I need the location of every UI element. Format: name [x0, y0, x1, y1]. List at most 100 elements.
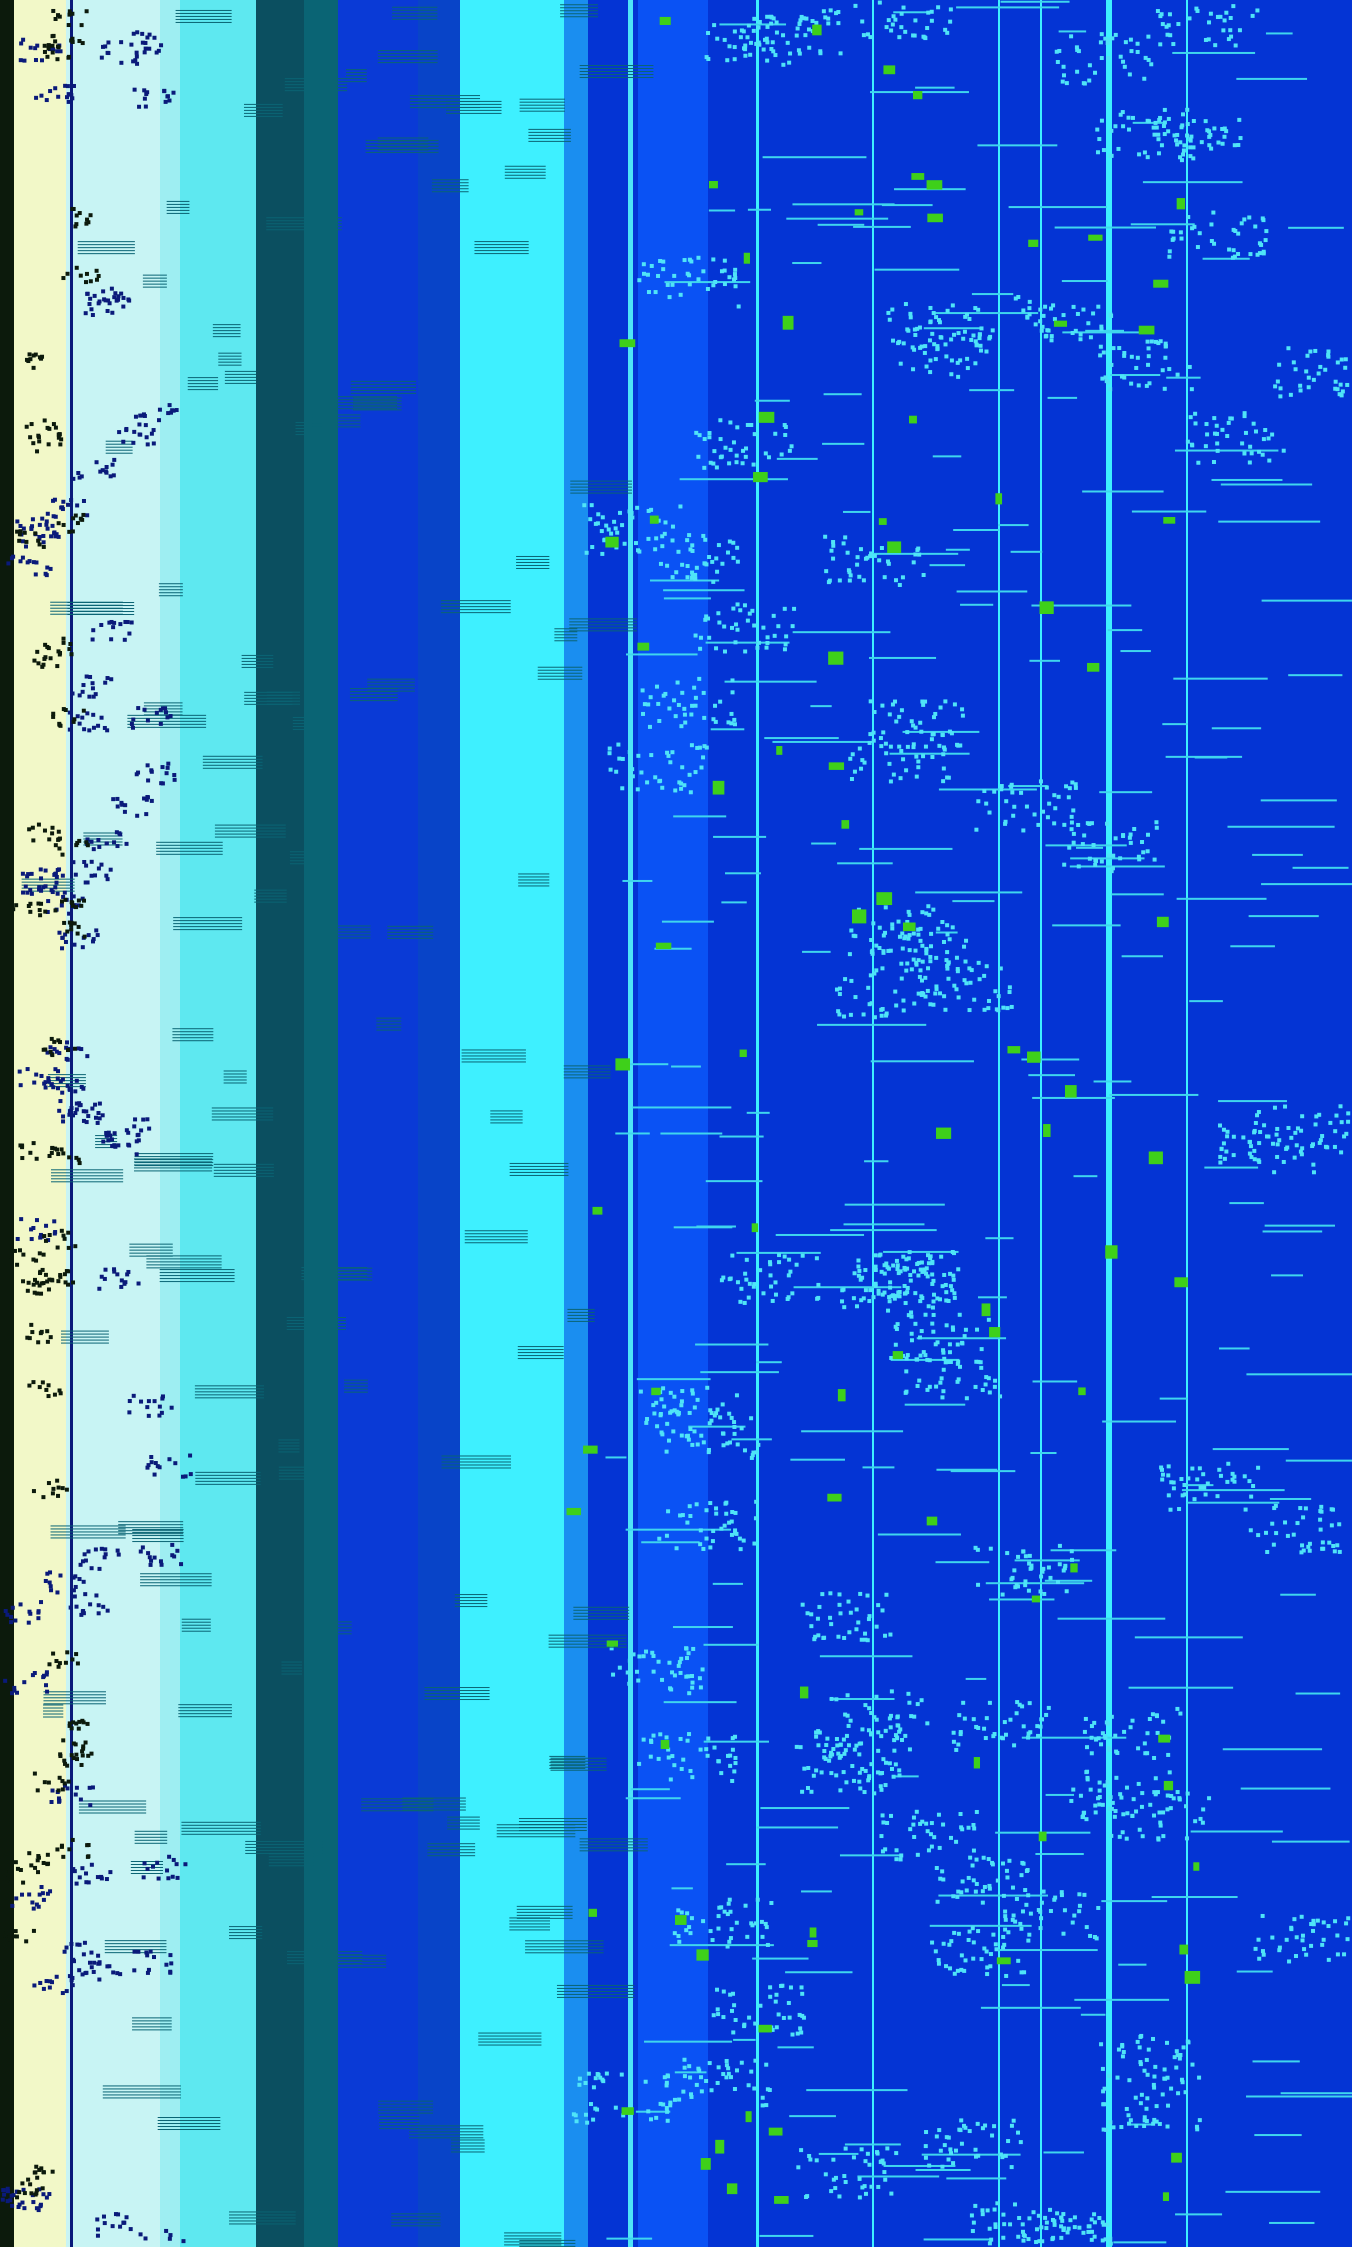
glyph-pixel [89, 1862, 94, 1867]
glyph-pixel [1024, 804, 1029, 809]
glyph-pixel [1098, 40, 1103, 45]
glyph-pixel [987, 1390, 992, 1395]
glyph-pixel [896, 341, 901, 346]
glyph-pixel [71, 1588, 76, 1593]
glyph-pixel [696, 277, 701, 282]
glyph-pixel [940, 1284, 945, 1289]
glyph-pixel [666, 753, 671, 758]
hatch-line [104, 1949, 167, 1951]
glyph-pixel [1186, 1476, 1191, 1481]
accent-speck [1163, 517, 1176, 524]
glyph-pixel [1293, 1130, 1298, 1135]
glyph-pixel [104, 841, 109, 846]
hatch-line [519, 2242, 576, 2244]
glyph-pixel [588, 2102, 593, 2107]
glyph-pixel [44, 519, 49, 524]
glyph-pixel [31, 1489, 36, 1494]
glyph-pixel [898, 361, 903, 366]
glyph-pixel [66, 1779, 71, 1784]
glyph-pixel [959, 2141, 964, 2146]
accent-speck [588, 1908, 597, 1917]
glyph-pixel [907, 1250, 912, 1255]
glyph-pixel [170, 408, 175, 413]
glyph-pixel [40, 2186, 45, 2191]
glyph-pixel [22, 1680, 27, 1685]
glyph-pixel [41, 1047, 46, 1052]
accent-speck [1153, 279, 1169, 288]
glyph-pixel [811, 1773, 816, 1778]
hatch-line [548, 1643, 627, 1645]
accent-speck [1158, 1734, 1171, 1743]
hatch-line [229, 2211, 296, 2213]
glyph-pixel [1093, 862, 1098, 867]
glyph-pixel [630, 515, 635, 520]
glyph-pixel [795, 26, 800, 31]
hatch-line [223, 1076, 247, 1078]
glyph-pixel [1016, 1958, 1021, 1963]
hatch-line [166, 209, 190, 211]
glyph-pixel [15, 1690, 20, 1695]
glyph-pixel [1109, 128, 1114, 133]
glyph-pixel [910, 345, 915, 350]
glyph-pixel [1180, 1493, 1185, 1498]
glyph-pixel [946, 2135, 951, 2140]
hatch-line [47, 1074, 86, 1076]
glyph-pixel [35, 2175, 40, 2180]
glyph-pixel [1195, 245, 1200, 250]
glyph-pixel [1307, 1548, 1312, 1553]
glyph-pixel [999, 1735, 1004, 1740]
glyph-pixel [948, 1284, 953, 1289]
glyph-pixel [92, 1960, 97, 1965]
hatch-line [537, 675, 583, 677]
glyph-pixel [660, 785, 665, 790]
glyph-pixel [904, 1356, 909, 1361]
glyph-pixel [918, 938, 923, 943]
glyph-pixel [619, 2072, 624, 2077]
glyph-pixel [596, 512, 601, 517]
glyph-pixel [668, 2103, 673, 2108]
scan-line [746, 1111, 770, 1114]
glyph-pixel [1257, 1956, 1262, 1961]
hatch-line [528, 134, 571, 136]
scan-line [705, 641, 790, 644]
hatch-line [579, 1847, 648, 1849]
glyph-pixel [889, 2191, 894, 2196]
glyph-pixel [715, 36, 720, 41]
glyph-pixel [906, 1691, 911, 1696]
glyph-pixel [945, 30, 950, 35]
glyph-pixel [83, 1971, 88, 1976]
glyph-pixel [687, 1504, 692, 1509]
glyph-pixel [734, 1920, 739, 1925]
glyph-pixel [842, 1635, 847, 1640]
glyph-pixel [1152, 2085, 1157, 2090]
hatch-line [409, 104, 481, 106]
glyph-pixel [88, 1803, 93, 1808]
glyph-pixel [1089, 1751, 1094, 1756]
glyph-pixel [976, 1929, 981, 1934]
glyph-pixel [985, 1965, 990, 1970]
glyph-pixel [91, 712, 96, 717]
glyph-pixel [1097, 2216, 1102, 2221]
glyph-pixel [1273, 384, 1278, 389]
glyph-pixel [96, 301, 101, 306]
glyph-pixel [926, 966, 931, 971]
glyph-pixel [723, 445, 728, 450]
glyph-pixel [1109, 313, 1114, 318]
glyph-pixel [1065, 2230, 1070, 2235]
glyph-pixel [110, 2224, 115, 2229]
scan-line [1073, 1175, 1098, 1178]
hatch-line [95, 1141, 118, 1143]
glyph-pixel [1270, 1935, 1275, 1940]
glyph-pixel [787, 1257, 792, 1262]
glyph-pixel [898, 1727, 903, 1732]
glyph-pixel [986, 1006, 991, 1011]
glyph-pixel [1205, 1481, 1210, 1486]
hatch-line [132, 2026, 172, 2028]
hatch-line [431, 188, 469, 190]
glyph-pixel [1203, 444, 1208, 449]
hatch-line [181, 1827, 261, 1829]
glyph-pixel [976, 1582, 981, 1587]
glyph-pixel [812, 1637, 817, 1642]
glyph-pixel [986, 1317, 991, 1322]
